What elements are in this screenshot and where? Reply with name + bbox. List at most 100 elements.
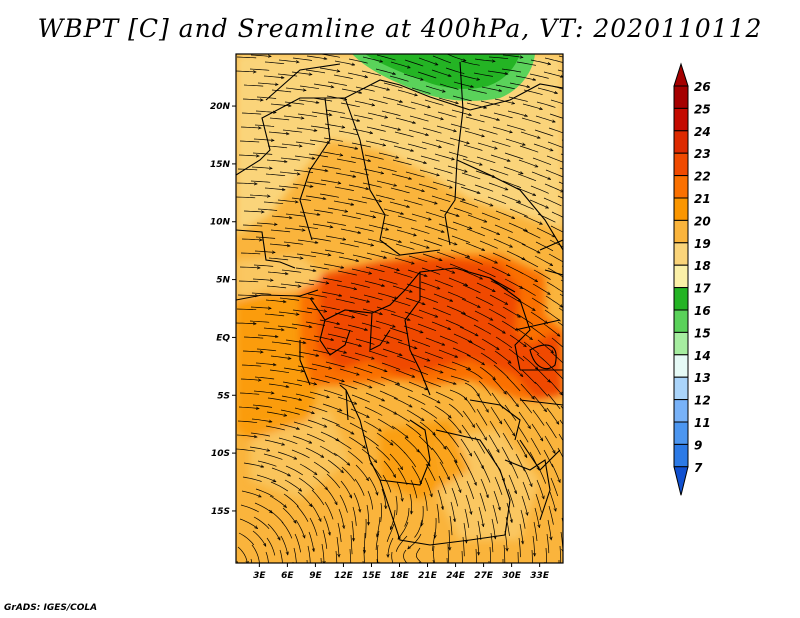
streamline-arrow	[509, 361, 511, 363]
streamline	[424, 351, 444, 359]
streamline	[477, 394, 489, 412]
streamline	[242, 98, 263, 101]
lon-tick-label: 30E	[502, 571, 522, 581]
streamline	[333, 200, 353, 205]
streamline	[362, 434, 379, 447]
colorbar-label: 21	[694, 192, 711, 206]
streamline-arrow	[580, 232, 583, 233]
streamline	[507, 488, 515, 508]
streamline	[491, 140, 511, 147]
streamline-arrow	[497, 119, 500, 120]
lat-tick-label: 5S	[217, 391, 230, 401]
streamline-arrow	[557, 422, 559, 424]
streamline-arrow	[426, 135, 429, 136]
lon-tick-label: 9E	[309, 571, 322, 581]
streamline	[281, 269, 302, 273]
streamline	[263, 75, 284, 79]
streamline	[323, 515, 331, 535]
streamline	[271, 467, 290, 476]
streamline-arrow	[424, 275, 427, 276]
streamline-arrow	[505, 189, 508, 190]
streamline	[445, 319, 464, 329]
streamline-arrow	[482, 466, 484, 469]
streamline-arrow	[479, 164, 482, 165]
streamline	[242, 476, 262, 482]
streamline-arrow	[442, 91, 445, 92]
colorbar-label: 23	[694, 147, 711, 161]
streamline	[291, 449, 310, 459]
streamline-arrow	[286, 387, 289, 388]
streamline	[392, 159, 412, 166]
streamline-arrow	[540, 109, 543, 110]
streamline	[295, 267, 316, 272]
streamline	[284, 353, 304, 358]
streamline	[308, 279, 328, 284]
streamline	[239, 140, 260, 143]
streamline	[383, 460, 396, 477]
streamline	[477, 142, 497, 149]
colorbar-segment	[673, 130, 689, 154]
streamline	[473, 72, 493, 77]
streamline	[354, 352, 374, 359]
streamline-arrow	[303, 343, 306, 344]
streamline	[466, 480, 475, 500]
streamline	[353, 240, 373, 246]
streamline	[308, 531, 315, 551]
streamline	[335, 298, 355, 304]
streamline	[250, 306, 271, 309]
streamline	[417, 323, 437, 332]
streamline	[536, 353, 552, 368]
colorbar-label: 14	[694, 349, 711, 363]
colorbar-label: 15	[694, 326, 711, 340]
streamline	[417, 449, 430, 466]
streamline-arrow	[473, 425, 475, 428]
streamline	[466, 354, 484, 365]
streamline-arrow	[371, 358, 374, 359]
streamline-arrow	[422, 191, 425, 192]
streamline	[296, 127, 317, 131]
streamline	[337, 522, 342, 542]
streamline	[520, 131, 540, 139]
streamline	[467, 214, 487, 223]
streamline-arrow	[437, 401, 440, 402]
streamline	[460, 186, 480, 194]
streamline	[270, 355, 291, 359]
streamline	[493, 112, 513, 119]
streamline	[266, 159, 287, 163]
streamline	[465, 494, 472, 514]
streamline	[237, 546, 248, 563]
streamline	[291, 323, 312, 328]
streamline-arrow	[475, 334, 478, 335]
streamline	[361, 196, 381, 202]
streamline	[267, 271, 288, 275]
streamline-arrow	[441, 119, 444, 120]
streamline	[311, 111, 332, 116]
streamline-arrow	[377, 492, 378, 495]
streamline-arrow	[393, 73, 396, 74]
streamline	[436, 125, 456, 132]
streamline	[451, 109, 471, 116]
lat-tick-label: 20N	[210, 102, 231, 112]
streamline	[424, 225, 444, 233]
streamline	[473, 198, 493, 206]
streamline	[281, 521, 293, 539]
lon-tick-label: 21E	[418, 571, 438, 581]
streamline	[323, 263, 343, 268]
streamline	[393, 145, 413, 152]
streamline	[445, 445, 457, 463]
streamline	[474, 58, 495, 62]
streamline	[310, 251, 330, 256]
streamline	[478, 254, 497, 264]
streamline	[383, 208, 403, 215]
streamline	[403, 325, 423, 333]
streamline	[355, 212, 375, 218]
streamline	[347, 450, 363, 464]
streamline	[490, 532, 494, 553]
streamline	[238, 280, 259, 283]
streamline-arrow	[504, 392, 506, 394]
streamline	[548, 505, 554, 525]
streamline-arrow	[299, 399, 302, 400]
streamline	[285, 339, 306, 344]
colorbar-label: 11	[694, 416, 711, 430]
